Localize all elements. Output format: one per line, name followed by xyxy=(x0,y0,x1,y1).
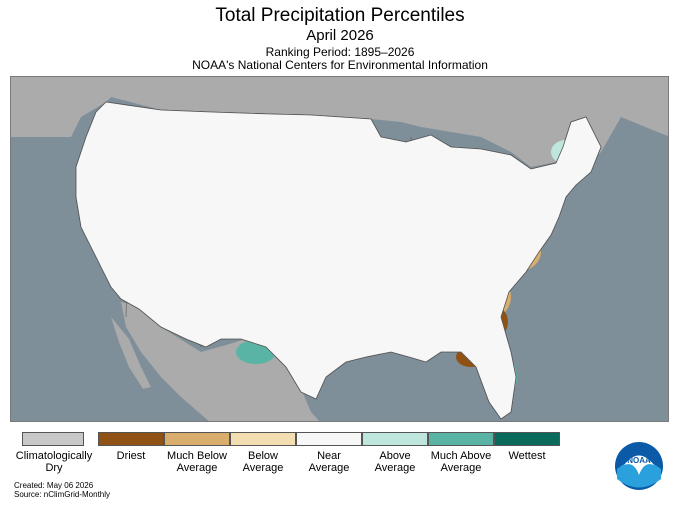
ranking-period: Ranking Period: 1895–2026 xyxy=(265,45,415,59)
legend-label-driest: Driest xyxy=(116,450,146,462)
legend-swatch-above xyxy=(362,432,428,446)
created-date: Created: May 06 2026 xyxy=(14,481,94,490)
legend-swatch-driest xyxy=(98,432,164,446)
legend: Climatologically Dry Driest Much Below Av… xyxy=(0,432,680,477)
legend-label-climatologically-dry: Climatologically Dry xyxy=(15,450,93,474)
legend-label-above: Above Average xyxy=(374,450,416,474)
legend-label-near: Near Average xyxy=(308,450,350,474)
legend-swatch-wettest xyxy=(494,432,560,446)
legend-label-much-above: Much Above Average xyxy=(430,450,492,474)
legend-label-below: Below Average xyxy=(242,450,284,474)
data-source: Source: nClimGrid-Monthly xyxy=(14,490,111,499)
legend-swatch-much-above xyxy=(428,432,494,446)
legend-swatch-below xyxy=(230,432,296,446)
canada-land xyxy=(11,77,668,172)
precipitation-map xyxy=(10,76,669,422)
map-title: Total Precipitation Percentiles xyxy=(215,5,465,26)
baja-peninsula xyxy=(111,317,151,389)
legend-swatch-near xyxy=(296,432,362,446)
legend-label-wettest: Wettest xyxy=(508,450,546,462)
legend-label-much-below: Much Below Average xyxy=(167,450,227,474)
noaa-logo-icon: NOAA xyxy=(614,441,664,491)
map-svg xyxy=(11,77,668,421)
map-header: Total Precipitation Percentiles April 20… xyxy=(0,0,680,72)
legend-swatch-climatologically-dry xyxy=(22,432,84,446)
footer: Created: May 06 2026 Source: nClimGrid-M… xyxy=(14,481,110,499)
organization-name: NOAA's National Centers for Environmenta… xyxy=(192,58,488,72)
svg-text:NOAA: NOAA xyxy=(627,456,651,465)
legend-swatch-much-below xyxy=(164,432,230,446)
mexico-land xyxy=(121,302,320,421)
map-subtitle: April 2026 xyxy=(306,27,374,44)
